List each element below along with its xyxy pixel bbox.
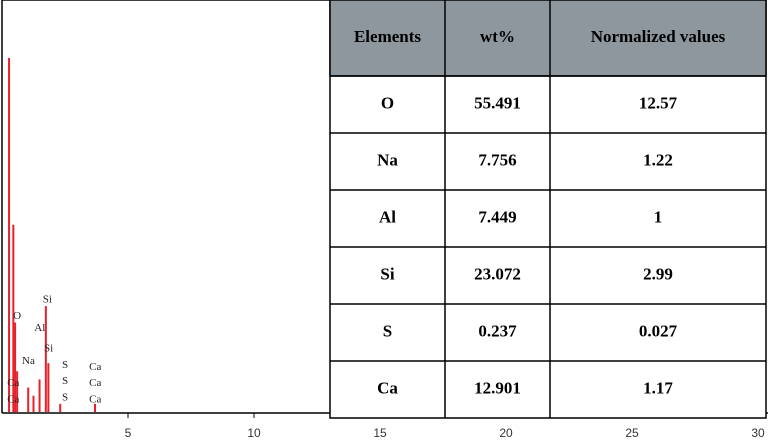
table-cell: 12.57	[639, 93, 678, 112]
peak-label: S	[62, 391, 68, 403]
peak-label: Ca	[89, 361, 101, 373]
peak-label: O	[13, 310, 21, 322]
table-cell: S	[383, 321, 392, 340]
table-header-background	[329, 0, 767, 77]
table-cell: 55.491	[474, 93, 521, 112]
table-cell: 1.22	[643, 150, 673, 169]
table-header-cell: Normalized values	[591, 27, 726, 46]
table-cell: 1.17	[643, 378, 673, 397]
table-cell: O	[381, 93, 394, 112]
table-cell: 12.901	[474, 378, 521, 397]
table-cell: 7.449	[478, 207, 516, 226]
peak-label: Ca	[89, 377, 101, 389]
table-header-cell: Elements	[354, 27, 421, 46]
table-cell: 0.027	[639, 321, 678, 340]
table-cell: 7.756	[478, 150, 516, 169]
table-cell: 2.99	[643, 264, 673, 283]
x-tick-label: 20	[499, 426, 513, 440]
peak-label: Na	[22, 355, 35, 367]
peak-label: Ca	[7, 377, 19, 389]
table-cell: Al	[379, 207, 396, 226]
table-cell: 1	[654, 207, 663, 226]
x-tick-label: 25	[625, 426, 639, 440]
x-tick-label: 10	[247, 426, 261, 440]
peak-label: Si	[43, 294, 52, 306]
peak-label: Al	[34, 322, 45, 334]
table-cell: Si	[380, 264, 394, 283]
table-cell: 23.072	[474, 264, 521, 283]
table-cell: Ca	[377, 378, 398, 397]
peak-label: Si	[44, 343, 53, 355]
x-tick-label: 5	[125, 426, 132, 440]
table-header-cell: wt%	[480, 27, 515, 46]
peak-label: S	[62, 375, 68, 387]
table-cell: Na	[377, 150, 398, 169]
x-tick-label: 15	[373, 426, 387, 440]
peak-label: S	[62, 359, 68, 371]
peak-label: Ca	[7, 393, 19, 405]
peak-label: Ca	[89, 393, 101, 405]
table-cell: 0.237	[478, 321, 517, 340]
x-tick-label: 30	[751, 426, 765, 440]
